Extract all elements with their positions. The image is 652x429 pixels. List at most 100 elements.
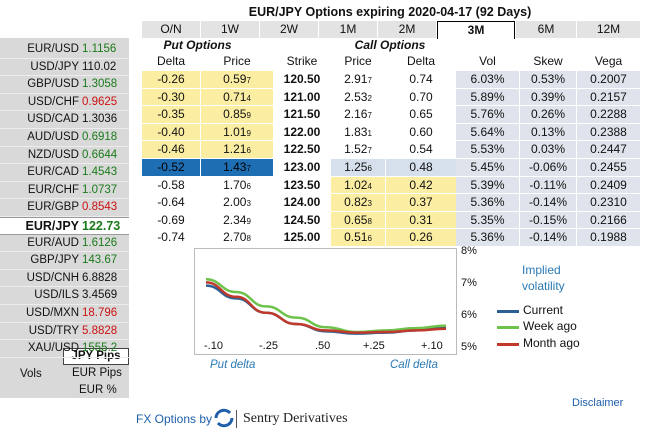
pair-row-usd-mxn[interactable]: USD/MXN 18.796 (0, 305, 129, 323)
cell-cp[interactable]: 2.917 (331, 71, 385, 89)
pair-name: NZD/USD (27, 148, 79, 161)
cell-value: -0.14% (528, 230, 568, 245)
pair-row-usd-cnh[interactable]: USD/CNH 6.8828 (0, 270, 129, 288)
cell-cp[interactable]: 0.516 (331, 229, 385, 247)
put-price-header: Price (223, 54, 251, 68)
cell-value: -0.15% (528, 212, 568, 227)
cell-k: 124.00 (274, 194, 330, 212)
cell-vega: 0.2166 (577, 211, 640, 230)
pair-row-usd-chf[interactable]: USD/CHF 0.9625 (0, 94, 129, 112)
cell-vega: 0.2310 (577, 194, 640, 212)
pair-row-eur-cad[interactable]: EUR/CAD 1.4543 (0, 164, 129, 182)
vols-button[interactable]: Vols (20, 368, 42, 380)
pair-row-eur-chf[interactable]: EUR/CHF 1.0737 (0, 182, 129, 200)
cell-pp[interactable]: 2.003 (201, 194, 273, 212)
cell-pp[interactable]: 1.019 (201, 123, 273, 142)
pair-rate: 6.8828 (82, 271, 118, 284)
cell-pip-digit: 3 (367, 199, 372, 209)
cell-pp[interactable]: 0.859 (201, 106, 273, 124)
disclaimer-link[interactable]: Disclaimer (572, 397, 624, 409)
cell-value: 0.71 (223, 89, 247, 104)
cell-cd[interactable]: 0.26 (386, 229, 456, 247)
cell-value: 2.00 (223, 195, 247, 210)
cell-cd[interactable]: 0.60 (386, 123, 456, 142)
pair-row-eur-jpy[interactable]: EUR/JPY 122.73 (0, 217, 129, 235)
tab-2w[interactable]: 2W (260, 21, 318, 38)
cell-cp[interactable]: 1.024 (331, 176, 385, 195)
cell-value: 0.2455 (590, 160, 627, 174)
cell-vol: 5.76% (456, 106, 519, 124)
pair-row-usd-try[interactable]: USD/TRY 5.8828 (0, 323, 129, 341)
pair-row-nzd-usd[interactable]: NZD/USD 0.6644 (0, 147, 129, 165)
pair-row-eur-gbp[interactable]: EUR/GBP 0.8543 (0, 199, 129, 217)
pair-name: USD/JPY (30, 60, 79, 73)
pair-row-usd-ils[interactable]: USD/ILS 3.4569 (0, 287, 129, 305)
sentry-logo-icon (214, 408, 234, 428)
eur-percent-button[interactable]: EUR % (79, 384, 117, 396)
cell-vega: 0.2447 (577, 141, 640, 159)
cell-pip-digit: 4 (367, 181, 372, 191)
cell-pd[interactable]: -0.64 (142, 194, 200, 212)
cell-value: 121.00 (283, 89, 321, 104)
cell-cd[interactable]: 0.70 (386, 88, 456, 107)
cell-cp[interactable]: 1.831 (331, 123, 385, 142)
cell-pd[interactable]: -0.26 (142, 71, 200, 89)
cell-pd[interactable]: -0.74 (142, 229, 200, 247)
cell-pd[interactable]: -0.30 (142, 88, 200, 107)
cell-value: 0.65 (409, 107, 433, 122)
cell-pp[interactable]: 2.349 (201, 211, 273, 230)
y-tick-label: 8% (461, 245, 477, 257)
tab-on[interactable]: O/N (142, 21, 200, 38)
cell-pp[interactable]: 0.597 (201, 71, 273, 89)
cell-cp[interactable]: 0.823 (331, 194, 385, 212)
cell-cp[interactable]: 1.527 (331, 141, 385, 159)
jpy-pips-button[interactable]: JPY Pips (63, 348, 129, 365)
cell-cd[interactable]: 0.74 (386, 71, 456, 89)
tab-1m[interactable]: 1M (319, 21, 377, 38)
cell-pp[interactable]: 0.714 (201, 88, 273, 107)
pair-row-gbp-jpy[interactable]: GBP/JPY 143.67 (0, 252, 129, 270)
pair-row-usd-cad[interactable]: USD/CAD 1.3036 (0, 111, 129, 129)
cell-cd[interactable]: 0.54 (386, 141, 456, 159)
page-title: EUR/JPY Options expiring 2020-04-17 (92 … (248, 5, 532, 19)
cell-skew: -0.15% (520, 211, 576, 230)
tab-1w[interactable]: 1W (201, 21, 259, 38)
cell-value: 0.74 (409, 72, 433, 86)
cell-cd[interactable]: 0.48 (386, 159, 456, 177)
pair-row-usd-jpy[interactable]: USD/JPY 110.02 (0, 59, 129, 77)
pair-row-eur-aud[interactable]: EUR/AUD 1.6126 (0, 235, 129, 253)
tab-2m[interactable]: 2M (378, 21, 436, 38)
tab-3m[interactable]: 3M (437, 21, 515, 39)
brand-name[interactable]: Sentry Derivatives (243, 411, 348, 426)
cell-cd[interactable]: 0.31 (386, 211, 456, 230)
cell-pd[interactable]: -0.35 (142, 106, 200, 124)
cell-pd[interactable]: -0.40 (142, 123, 200, 142)
cell-cp[interactable]: 2.532 (331, 88, 385, 107)
cell-cp[interactable]: 1.256 (331, 159, 385, 177)
pair-row-eur-usd[interactable]: EUR/USD 1.1156 (0, 41, 129, 59)
pair-row-gbp-usd[interactable]: GBP/USD 1.3058 (0, 76, 129, 94)
cell-pd[interactable]: -0.58 (142, 176, 200, 195)
cell-cp[interactable]: 2.167 (331, 106, 385, 124)
cell-value: 1.25 (344, 160, 368, 174)
cell-pp[interactable]: 1.216 (201, 141, 273, 159)
cell-value: 5.39% (470, 177, 505, 192)
cell-cp[interactable]: 0.658 (331, 211, 385, 230)
cell-cd[interactable]: 0.37 (386, 194, 456, 212)
tab-6m[interactable]: 6M (516, 21, 576, 38)
cell-pp[interactable]: 1.706 (201, 176, 273, 195)
cell-cd[interactable]: 0.65 (386, 106, 456, 124)
cell-pd[interactable]: -0.69 (142, 211, 200, 230)
cell-pd[interactable]: -0.46 (142, 141, 200, 159)
tab-12m[interactable]: 12M (577, 21, 640, 38)
cell-pd[interactable]: -0.52 (142, 159, 200, 177)
cell-cd[interactable]: 0.42 (386, 176, 456, 195)
cell-vol: 5.89% (456, 88, 519, 107)
cell-pp[interactable]: 1.437 (201, 159, 273, 177)
cell-pp[interactable]: 2.708 (201, 229, 273, 247)
cell-value: 0.31 (409, 212, 433, 227)
pair-row-aud-usd[interactable]: AUD/USD 0.6918 (0, 129, 129, 147)
cell-skew: -0.06% (520, 159, 576, 177)
eur-pips-button[interactable]: EUR Pips (72, 367, 122, 379)
pair-row-xau-usd[interactable]: XAU/USD 1555.2 (0, 340, 129, 358)
